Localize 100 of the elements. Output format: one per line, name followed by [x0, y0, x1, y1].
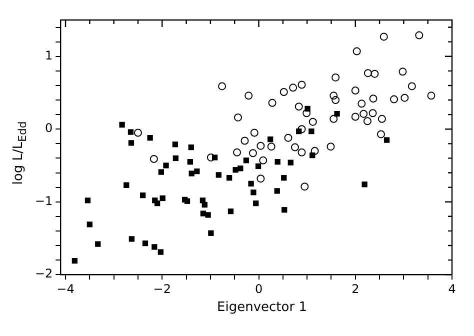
point — [351, 112, 360, 121]
point — [163, 162, 169, 168]
point — [243, 158, 250, 164]
point — [363, 117, 372, 126]
y-tick-label: −1 — [34, 194, 53, 208]
point — [226, 175, 232, 181]
point — [298, 125, 306, 134]
point — [267, 142, 276, 151]
point — [234, 113, 242, 122]
point — [248, 180, 254, 186]
point — [332, 73, 340, 82]
point — [282, 207, 288, 213]
point — [390, 95, 398, 104]
point — [128, 129, 134, 135]
point — [398, 68, 407, 76]
point — [205, 212, 211, 218]
point — [384, 137, 390, 143]
point — [187, 159, 193, 165]
point — [158, 169, 164, 175]
point — [294, 102, 303, 111]
point — [296, 128, 302, 134]
point — [326, 142, 335, 151]
point — [212, 154, 218, 160]
point — [358, 100, 366, 108]
point — [368, 109, 377, 118]
point — [400, 94, 409, 102]
point — [218, 82, 226, 90]
point — [128, 140, 134, 146]
point — [298, 148, 306, 156]
point — [376, 130, 385, 138]
point — [268, 98, 276, 107]
point — [256, 174, 265, 183]
point — [253, 200, 259, 206]
point — [154, 200, 160, 206]
x-tick-label: −2 — [153, 282, 171, 296]
point — [330, 92, 338, 100]
point — [284, 134, 292, 142]
point — [250, 128, 258, 137]
x-tick-label: 2 — [352, 282, 360, 296]
point — [172, 142, 178, 148]
y-tick-label: 0 — [45, 121, 53, 136]
point — [142, 240, 148, 246]
point — [380, 32, 388, 41]
point — [310, 152, 316, 158]
point — [172, 155, 178, 162]
point — [370, 70, 379, 78]
point — [280, 88, 288, 96]
point — [351, 86, 360, 95]
point — [188, 144, 194, 150]
point — [248, 149, 257, 158]
point — [281, 175, 287, 181]
point — [158, 249, 164, 255]
point — [95, 241, 101, 247]
point — [228, 208, 234, 214]
point — [72, 258, 78, 264]
point — [240, 136, 249, 145]
point — [119, 122, 125, 128]
point — [255, 163, 262, 170]
point — [369, 94, 378, 103]
point — [352, 47, 361, 56]
point — [288, 160, 294, 166]
point — [364, 69, 372, 78]
point — [362, 182, 368, 188]
point — [415, 31, 424, 40]
point — [128, 236, 135, 242]
point — [360, 110, 368, 118]
point — [274, 159, 280, 165]
point — [152, 244, 158, 250]
point — [184, 198, 190, 204]
point — [330, 114, 338, 123]
point — [188, 170, 194, 176]
point — [259, 156, 268, 164]
point — [408, 82, 416, 90]
point — [160, 195, 166, 202]
point — [256, 142, 265, 150]
point — [378, 114, 386, 123]
point — [208, 230, 214, 236]
point — [86, 222, 93, 228]
point — [140, 192, 146, 198]
point — [250, 190, 256, 196]
x-tick-label: −4 — [56, 282, 74, 296]
point — [238, 166, 244, 172]
y-tick-label: 1 — [45, 48, 53, 62]
point — [84, 198, 91, 204]
point — [134, 128, 142, 137]
x-tick-label: 4 — [448, 282, 456, 296]
point — [334, 111, 340, 117]
point — [194, 168, 200, 174]
point — [310, 146, 319, 155]
x-axis-title: Eigenvector 1 — [216, 300, 308, 315]
point — [147, 135, 153, 141]
point — [124, 182, 130, 188]
point — [274, 188, 280, 194]
point — [289, 84, 298, 92]
point — [206, 153, 215, 162]
point — [150, 154, 158, 163]
point — [332, 96, 340, 104]
point — [233, 148, 242, 156]
point — [244, 92, 253, 100]
point — [304, 106, 310, 112]
